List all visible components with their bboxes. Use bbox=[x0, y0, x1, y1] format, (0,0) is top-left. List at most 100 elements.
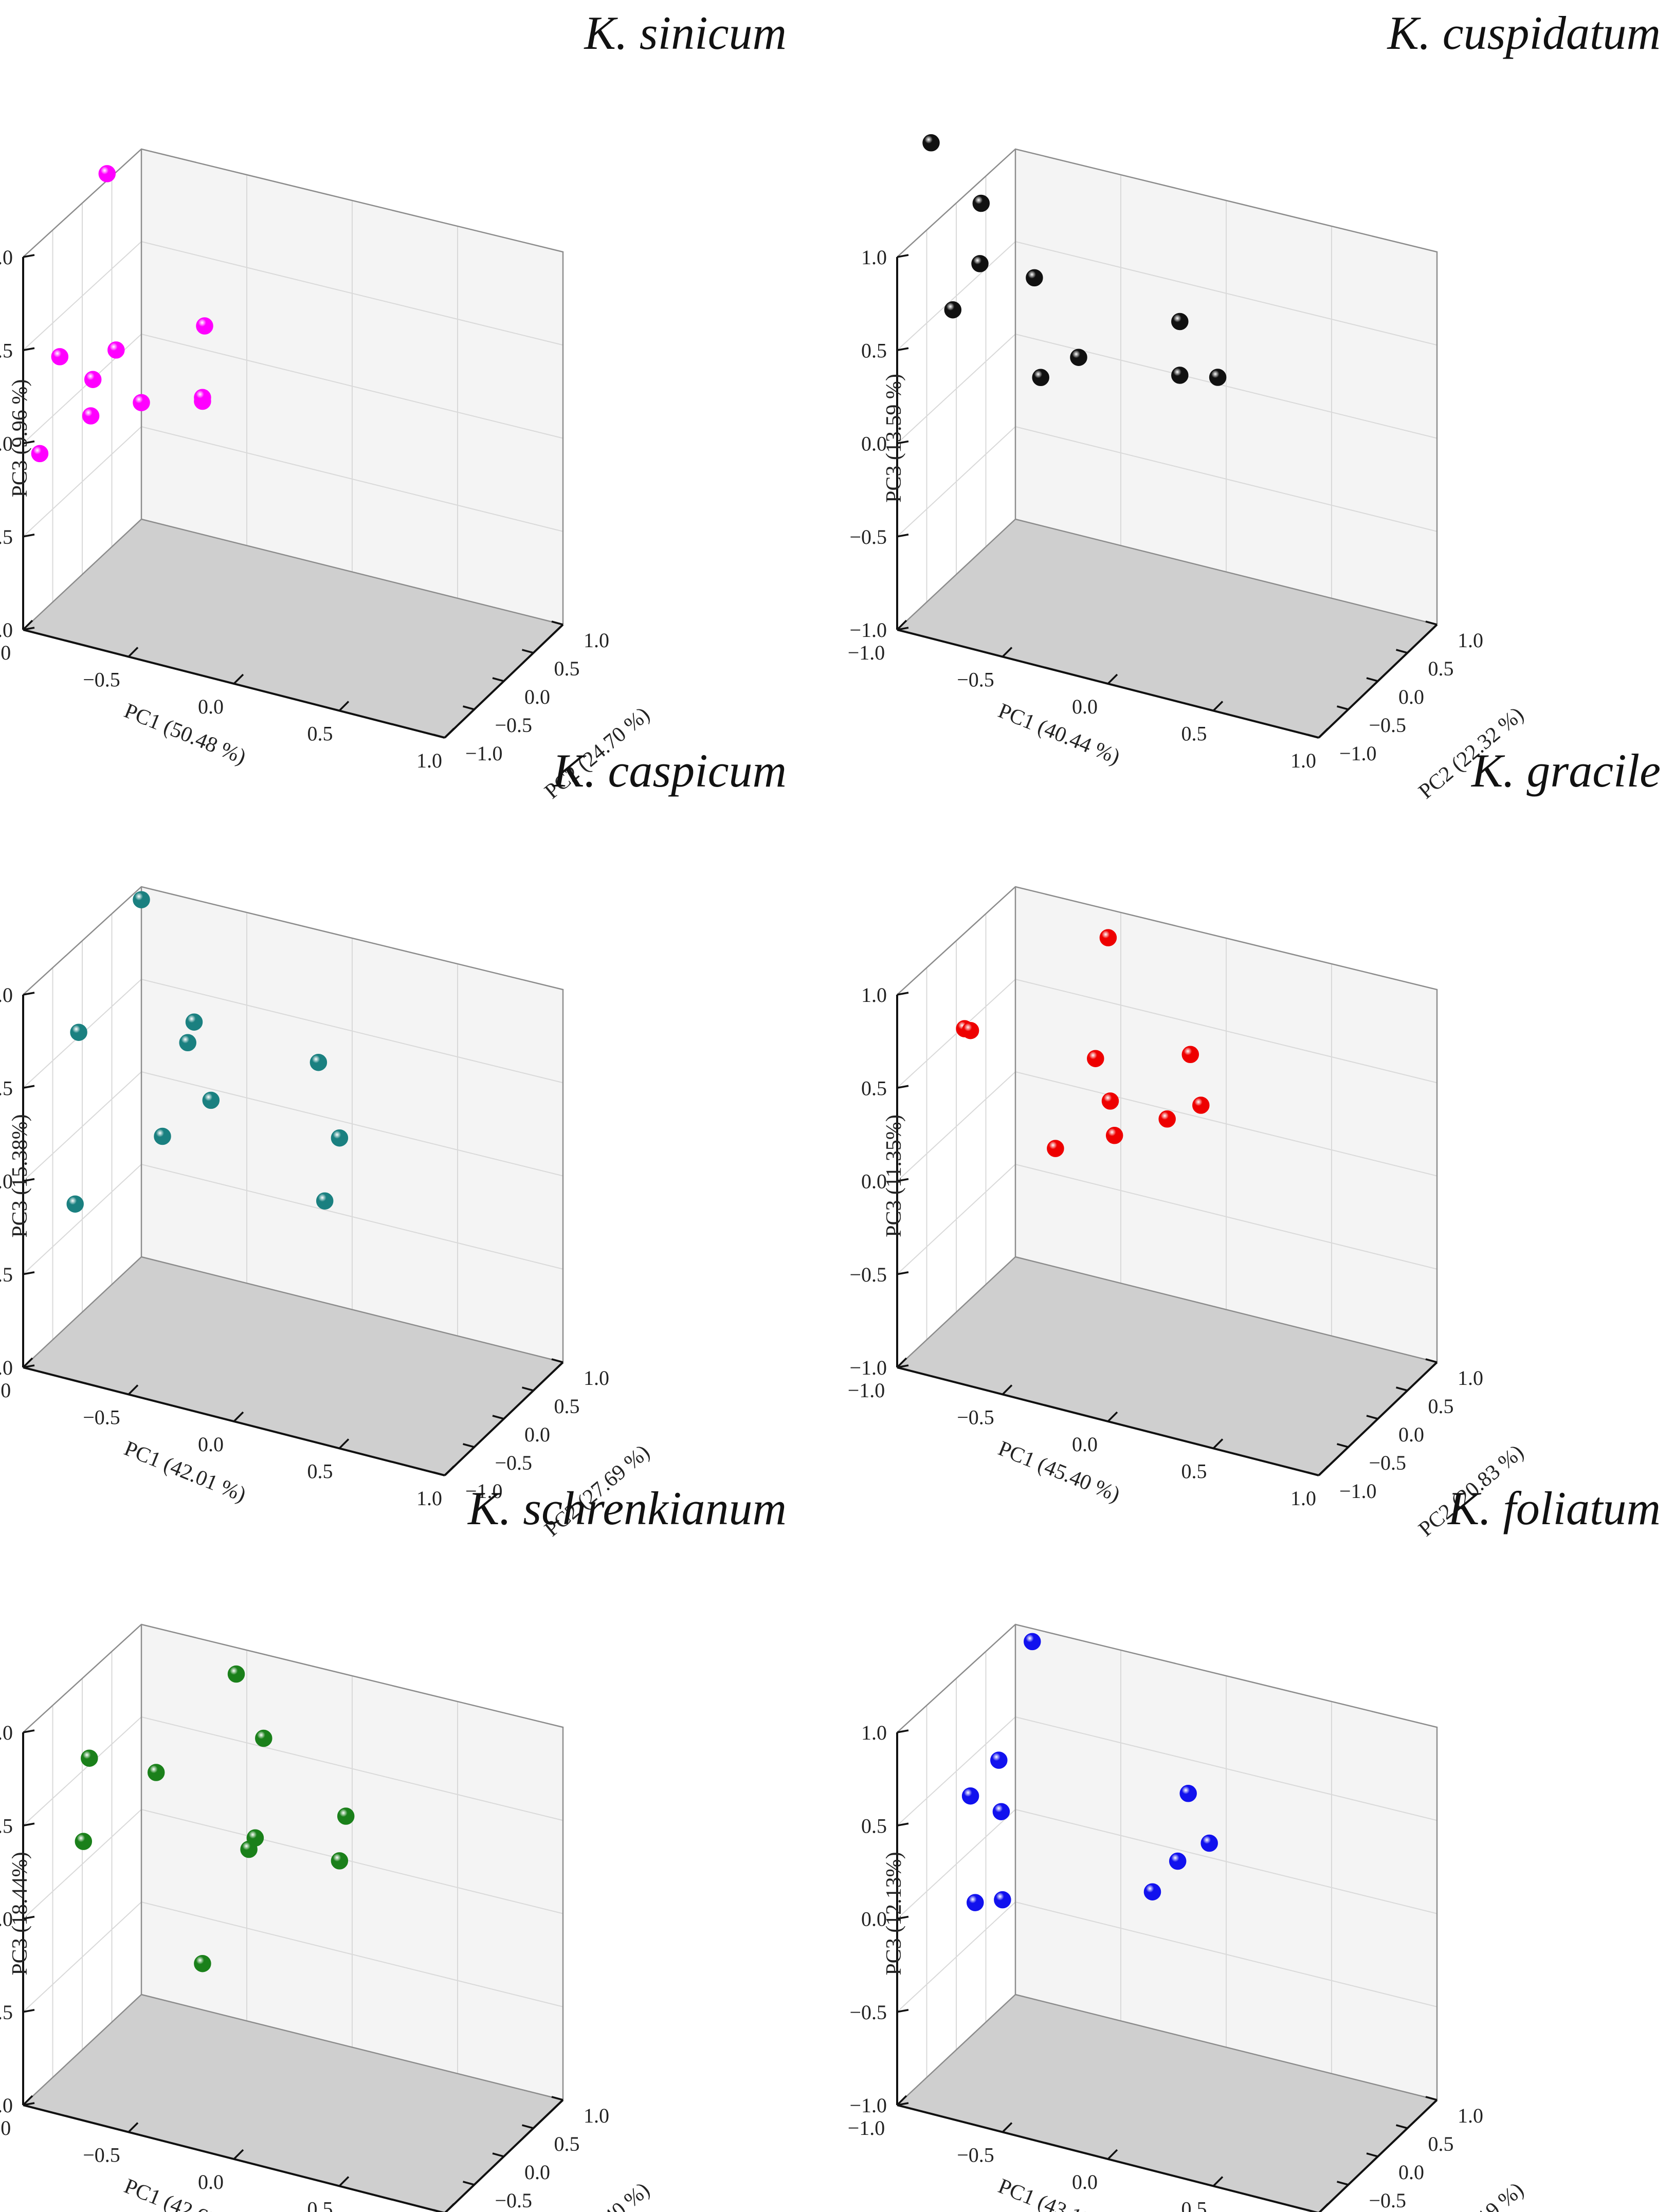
z-axis-label: PC3 (15.38%) bbox=[8, 1114, 32, 1237]
data-point bbox=[1070, 349, 1087, 366]
y-tick-label: 0.5 bbox=[1428, 2132, 1454, 2155]
box-edge bbox=[897, 886, 1438, 1362]
z-tick-label: 0.5 bbox=[861, 1814, 887, 1837]
x-tick-label: −0.5 bbox=[83, 2144, 120, 2167]
data-point bbox=[1158, 1110, 1176, 1128]
y-tick bbox=[522, 1386, 534, 1392]
y-axis-label: PC2 (28.40 %) bbox=[540, 2178, 654, 2212]
z-tick-label: −1.0 bbox=[0, 2094, 13, 2117]
data-point bbox=[196, 317, 213, 335]
data-point bbox=[331, 1852, 349, 1870]
box-edge bbox=[897, 1256, 1016, 1368]
data-point bbox=[1032, 369, 1049, 387]
y-tick-label: 0.5 bbox=[554, 2132, 580, 2155]
x-tick bbox=[1318, 727, 1329, 739]
x-tick-label: −0.5 bbox=[957, 2144, 994, 2167]
x-tick-label: −0.5 bbox=[83, 1406, 120, 1429]
z-tick-label: 0.0 bbox=[0, 432, 13, 455]
data-point bbox=[990, 1751, 1008, 1769]
y-axis-label: PC2 (23.19 %) bbox=[1414, 2178, 1529, 2212]
data-point bbox=[1101, 1092, 1119, 1110]
y-tick bbox=[492, 677, 504, 682]
x-tick bbox=[1212, 701, 1224, 711]
panel-title: K. gracile bbox=[1470, 744, 1661, 797]
x-tick-label: 1.0 bbox=[416, 749, 442, 772]
data-point bbox=[66, 1195, 84, 1213]
z-tick bbox=[897, 1822, 909, 1826]
data-point bbox=[1192, 1096, 1210, 1114]
z-tick-label: −1.0 bbox=[849, 618, 887, 642]
y-tick bbox=[551, 1358, 563, 1363]
x-tick-label: 0.5 bbox=[307, 2198, 333, 2212]
x-tick bbox=[444, 727, 455, 739]
y-tick-label: 1.0 bbox=[1458, 629, 1483, 652]
data-point bbox=[133, 394, 150, 411]
panel-0: −1.0−0.50.00.51.0−1.0−0.50.00.51.0−1.0−0… bbox=[0, 7, 787, 803]
x-tick bbox=[338, 2176, 350, 2187]
data-point bbox=[194, 1954, 211, 1972]
y-tick bbox=[492, 2152, 504, 2158]
y-tick bbox=[1337, 1443, 1349, 1448]
x-tick-label: 0.0 bbox=[198, 695, 224, 718]
z-axis-label: PC3 (18.44%) bbox=[8, 1852, 32, 1975]
data-point bbox=[84, 371, 102, 388]
data-point bbox=[1047, 1140, 1064, 1157]
z-tick bbox=[897, 1364, 909, 1368]
x-tick-label: 1.0 bbox=[416, 1487, 442, 1510]
y-tick-label: 0.5 bbox=[554, 657, 580, 680]
data-point bbox=[1181, 1046, 1199, 1064]
z-tick bbox=[897, 2009, 909, 2013]
y-tick-label: −0.5 bbox=[495, 2189, 533, 2212]
data-point bbox=[194, 389, 211, 407]
grid-line bbox=[23, 426, 142, 537]
x-tick bbox=[444, 1465, 455, 1476]
x-tick-label: 0.0 bbox=[198, 1433, 224, 1456]
z-tick-label: −0.5 bbox=[849, 2001, 887, 2024]
data-point bbox=[240, 1840, 258, 1858]
data-point bbox=[1209, 369, 1227, 386]
box-edge bbox=[23, 148, 564, 625]
x-tick-label: 0.5 bbox=[307, 722, 333, 745]
data-point bbox=[179, 1034, 196, 1052]
box-edge bbox=[897, 148, 1438, 625]
y-tick-label: −0.5 bbox=[1369, 714, 1407, 737]
x-tick bbox=[338, 701, 350, 711]
y-tick-label: 0.0 bbox=[524, 685, 550, 708]
z-tick bbox=[23, 992, 35, 996]
z-tick-label: 1.0 bbox=[861, 1721, 887, 1744]
data-point bbox=[81, 1749, 98, 1767]
x-tick bbox=[22, 2095, 33, 2106]
y-tick bbox=[1396, 2124, 1408, 2129]
data-point bbox=[1105, 1127, 1123, 1144]
y-tick-label: 0.5 bbox=[1428, 1395, 1454, 1418]
data-point bbox=[1087, 1050, 1104, 1067]
y-tick-label: −0.5 bbox=[1369, 1451, 1407, 1474]
x-tick bbox=[128, 647, 139, 657]
z-tick-label: −1.0 bbox=[849, 2094, 887, 2117]
y-tick-label: 0.0 bbox=[1398, 2161, 1424, 2184]
z-tick bbox=[23, 534, 35, 538]
panel-5: −1.0−0.50.00.51.0−1.0−0.50.00.51.0−1.0−0… bbox=[848, 1482, 1661, 2212]
z-tick-label: 0.0 bbox=[861, 1908, 887, 1931]
x-tick-label: −1.0 bbox=[848, 1379, 885, 1402]
panel-1: −1.0−0.50.00.51.0−1.0−0.50.00.51.0 −1.0−0… bbox=[848, 7, 1661, 803]
x-tick bbox=[22, 1357, 33, 1368]
grid-line bbox=[141, 1164, 563, 1270]
x-tick-label: −0.5 bbox=[957, 668, 994, 691]
data-point bbox=[98, 165, 116, 182]
data-point bbox=[107, 341, 125, 359]
z-tick-label: 0.5 bbox=[0, 1814, 13, 1837]
z-tick-label: 0.0 bbox=[0, 1170, 13, 1193]
z-axis-label: PC3 (9.96 %) bbox=[8, 379, 32, 498]
z-tick bbox=[897, 1729, 909, 1733]
x-tick-label: 0.0 bbox=[1072, 1433, 1098, 1456]
y-tick bbox=[1425, 1358, 1438, 1363]
x-tick-label: 0.5 bbox=[307, 1460, 333, 1483]
floor bbox=[23, 1995, 563, 2212]
x-tick bbox=[338, 1438, 350, 1449]
grid-line bbox=[1015, 1902, 1438, 2007]
z-tick bbox=[897, 1915, 909, 1920]
data-point bbox=[337, 1807, 355, 1825]
z-tick-label: 0.5 bbox=[861, 339, 887, 362]
y-tick bbox=[463, 1443, 475, 1448]
